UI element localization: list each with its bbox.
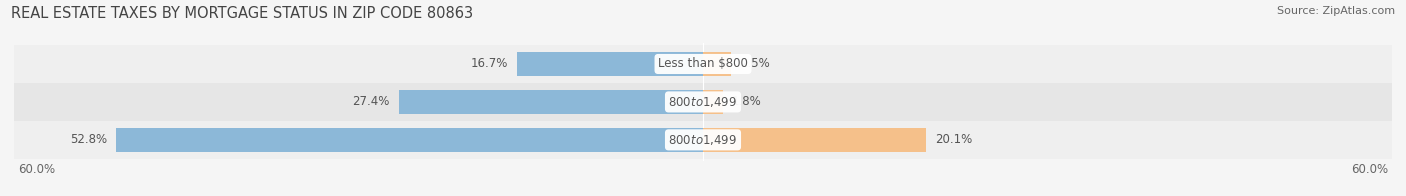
- Bar: [398, 90, 703, 114]
- Bar: [517, 52, 703, 76]
- Text: 27.4%: 27.4%: [353, 95, 389, 108]
- Text: Source: ZipAtlas.com: Source: ZipAtlas.com: [1277, 6, 1395, 16]
- Text: $800 to $1,499: $800 to $1,499: [668, 133, 738, 147]
- Bar: [703, 52, 731, 76]
- Text: REAL ESTATE TAXES BY MORTGAGE STATUS IN ZIP CODE 80863: REAL ESTATE TAXES BY MORTGAGE STATUS IN …: [11, 6, 474, 21]
- Text: 1.8%: 1.8%: [733, 95, 762, 108]
- Text: 20.1%: 20.1%: [935, 133, 973, 146]
- Text: Less than $800: Less than $800: [658, 57, 748, 71]
- Bar: [14, 121, 1392, 159]
- Text: 16.7%: 16.7%: [471, 57, 509, 71]
- Text: 2.5%: 2.5%: [740, 57, 769, 71]
- Bar: [14, 83, 1392, 121]
- Bar: [14, 45, 1392, 83]
- Bar: [703, 90, 723, 114]
- Bar: [703, 128, 927, 152]
- Text: 52.8%: 52.8%: [70, 133, 107, 146]
- Bar: [117, 128, 703, 152]
- Text: $800 to $1,499: $800 to $1,499: [668, 95, 738, 109]
